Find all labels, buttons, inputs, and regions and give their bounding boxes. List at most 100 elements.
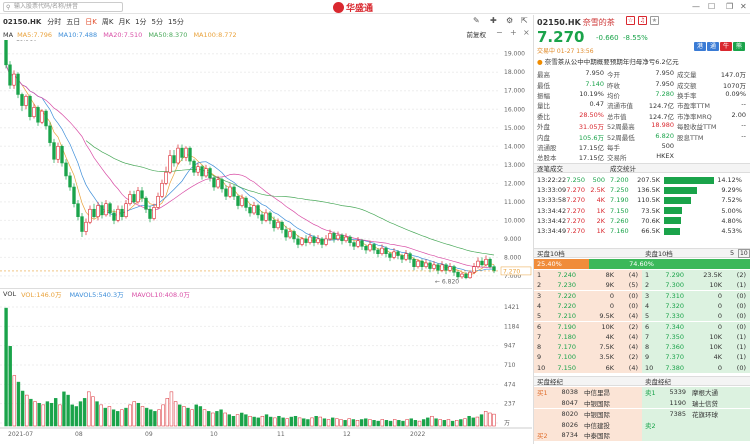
restore-icon[interactable]: ❐ (726, 2, 734, 11)
volume-bar[interactable] (409, 418, 413, 427)
volume-bar[interactable] (492, 413, 496, 427)
volume-bar[interactable] (326, 419, 331, 427)
candle[interactable] (492, 266, 496, 272)
candle[interactable] (316, 238, 320, 243)
volume-bar[interactable] (182, 406, 186, 427)
volume-bar[interactable] (107, 406, 112, 427)
candle[interactable] (280, 221, 284, 230)
candle[interactable] (20, 94, 24, 106)
candle[interactable] (216, 179, 220, 188)
depth-5[interactable]: 5 (730, 249, 735, 257)
candle[interactable] (220, 179, 224, 190)
candle[interactable] (452, 266, 456, 273)
volume-bar[interactable] (293, 415, 298, 427)
search-input[interactable]: ⚲ 输入股票代码/名称/拼音 (3, 2, 123, 12)
volume-bar[interactable] (58, 404, 62, 427)
volume-bar[interactable] (202, 409, 207, 427)
volume-bar[interactable] (397, 420, 401, 427)
candle[interactable] (384, 247, 388, 255)
candle[interactable] (368, 244, 372, 251)
candle[interactable] (4, 40, 8, 66)
volume-bar[interactable] (438, 419, 442, 427)
candle[interactable] (244, 197, 248, 208)
candle[interactable] (72, 186, 76, 205)
bear-button[interactable]: 熊 (733, 42, 745, 51)
volume-bar[interactable] (479, 414, 484, 427)
volume-bar[interactable] (393, 419, 397, 427)
candle[interactable] (144, 197, 148, 210)
candle[interactable] (40, 110, 44, 123)
candle[interactable] (444, 264, 448, 271)
candle[interactable] (160, 183, 164, 197)
period-tab[interactable]: 月K (118, 17, 131, 26)
depth-10[interactable]: 10 (738, 249, 750, 258)
volume-bar[interactable] (322, 418, 327, 427)
volume-bar[interactable] (103, 407, 107, 427)
candle[interactable] (212, 177, 216, 188)
candle[interactable] (176, 147, 180, 164)
candle[interactable] (456, 271, 460, 278)
volume-bar[interactable] (285, 418, 289, 427)
candle[interactable] (472, 266, 476, 273)
maximize-icon[interactable]: ☐ (708, 2, 716, 11)
volume-bar[interactable] (471, 417, 475, 427)
volume-bar[interactable] (343, 420, 347, 427)
volume-bar[interactable] (53, 398, 58, 427)
candle[interactable] (168, 155, 172, 173)
candle[interactable] (68, 175, 72, 188)
volume-bar[interactable] (388, 420, 393, 427)
candle[interactable] (332, 233, 336, 240)
period-tab[interactable]: 五日 (66, 17, 81, 26)
candle[interactable] (356, 240, 360, 247)
candle[interactable] (436, 264, 440, 271)
candle[interactable] (92, 208, 96, 217)
volume-bar[interactable] (215, 411, 219, 427)
volume-bar[interactable] (190, 409, 194, 427)
candle[interactable] (416, 260, 420, 267)
candle[interactable] (48, 125, 52, 143)
candle[interactable] (192, 160, 196, 173)
alert-icon[interactable]: ♫ (638, 16, 647, 25)
hk-connect-button[interactable]: 港 (694, 42, 706, 51)
candle[interactable] (268, 212, 272, 221)
candle[interactable] (76, 203, 80, 217)
candle[interactable] (340, 234, 344, 242)
volume-bar[interactable] (173, 401, 178, 427)
candle[interactable] (320, 238, 324, 245)
volume-bar[interactable] (128, 404, 132, 427)
volume-bar[interactable] (244, 414, 248, 427)
draw-tool-icon[interactable]: ✎ (473, 16, 480, 25)
candle[interactable] (240, 197, 244, 206)
close-panel-icon[interactable]: × (523, 28, 530, 37)
candle[interactable] (360, 240, 364, 247)
candle[interactable] (196, 166, 200, 173)
volume-bar[interactable] (165, 398, 170, 427)
volume-bar[interactable] (467, 415, 471, 427)
volume-bar[interactable] (310, 417, 314, 427)
candle[interactable] (336, 234, 340, 240)
volume-bar[interactable] (144, 407, 149, 427)
candle[interactable] (364, 245, 368, 251)
period-tab[interactable]: 5分 (151, 17, 164, 26)
volume-bar[interactable] (33, 401, 37, 427)
volume-bar[interactable] (421, 419, 426, 427)
candle[interactable] (84, 221, 88, 232)
news-ticker[interactable]: ● 奈雪茶从公中中期概要预期年归母净亏6.2亿元 (537, 58, 679, 66)
volume-bar[interactable] (339, 419, 343, 427)
candle[interactable] (296, 238, 300, 245)
period-tab[interactable]: 周K (101, 17, 114, 26)
volume-bar[interactable] (289, 416, 294, 427)
candle[interactable] (252, 205, 256, 214)
volume-bar[interactable] (227, 414, 232, 427)
candle[interactable] (388, 253, 392, 258)
settings-icon[interactable]: ⚙ (506, 16, 514, 25)
candle[interactable] (424, 262, 428, 267)
volume-bar[interactable] (335, 418, 339, 427)
candle[interactable] (12, 73, 16, 86)
candle[interactable] (152, 207, 156, 219)
candle[interactable] (380, 247, 384, 255)
candle[interactable] (256, 205, 260, 216)
volume-bar[interactable] (12, 375, 17, 427)
volume-bar[interactable] (136, 402, 141, 427)
volume-bar[interactable] (62, 391, 66, 427)
